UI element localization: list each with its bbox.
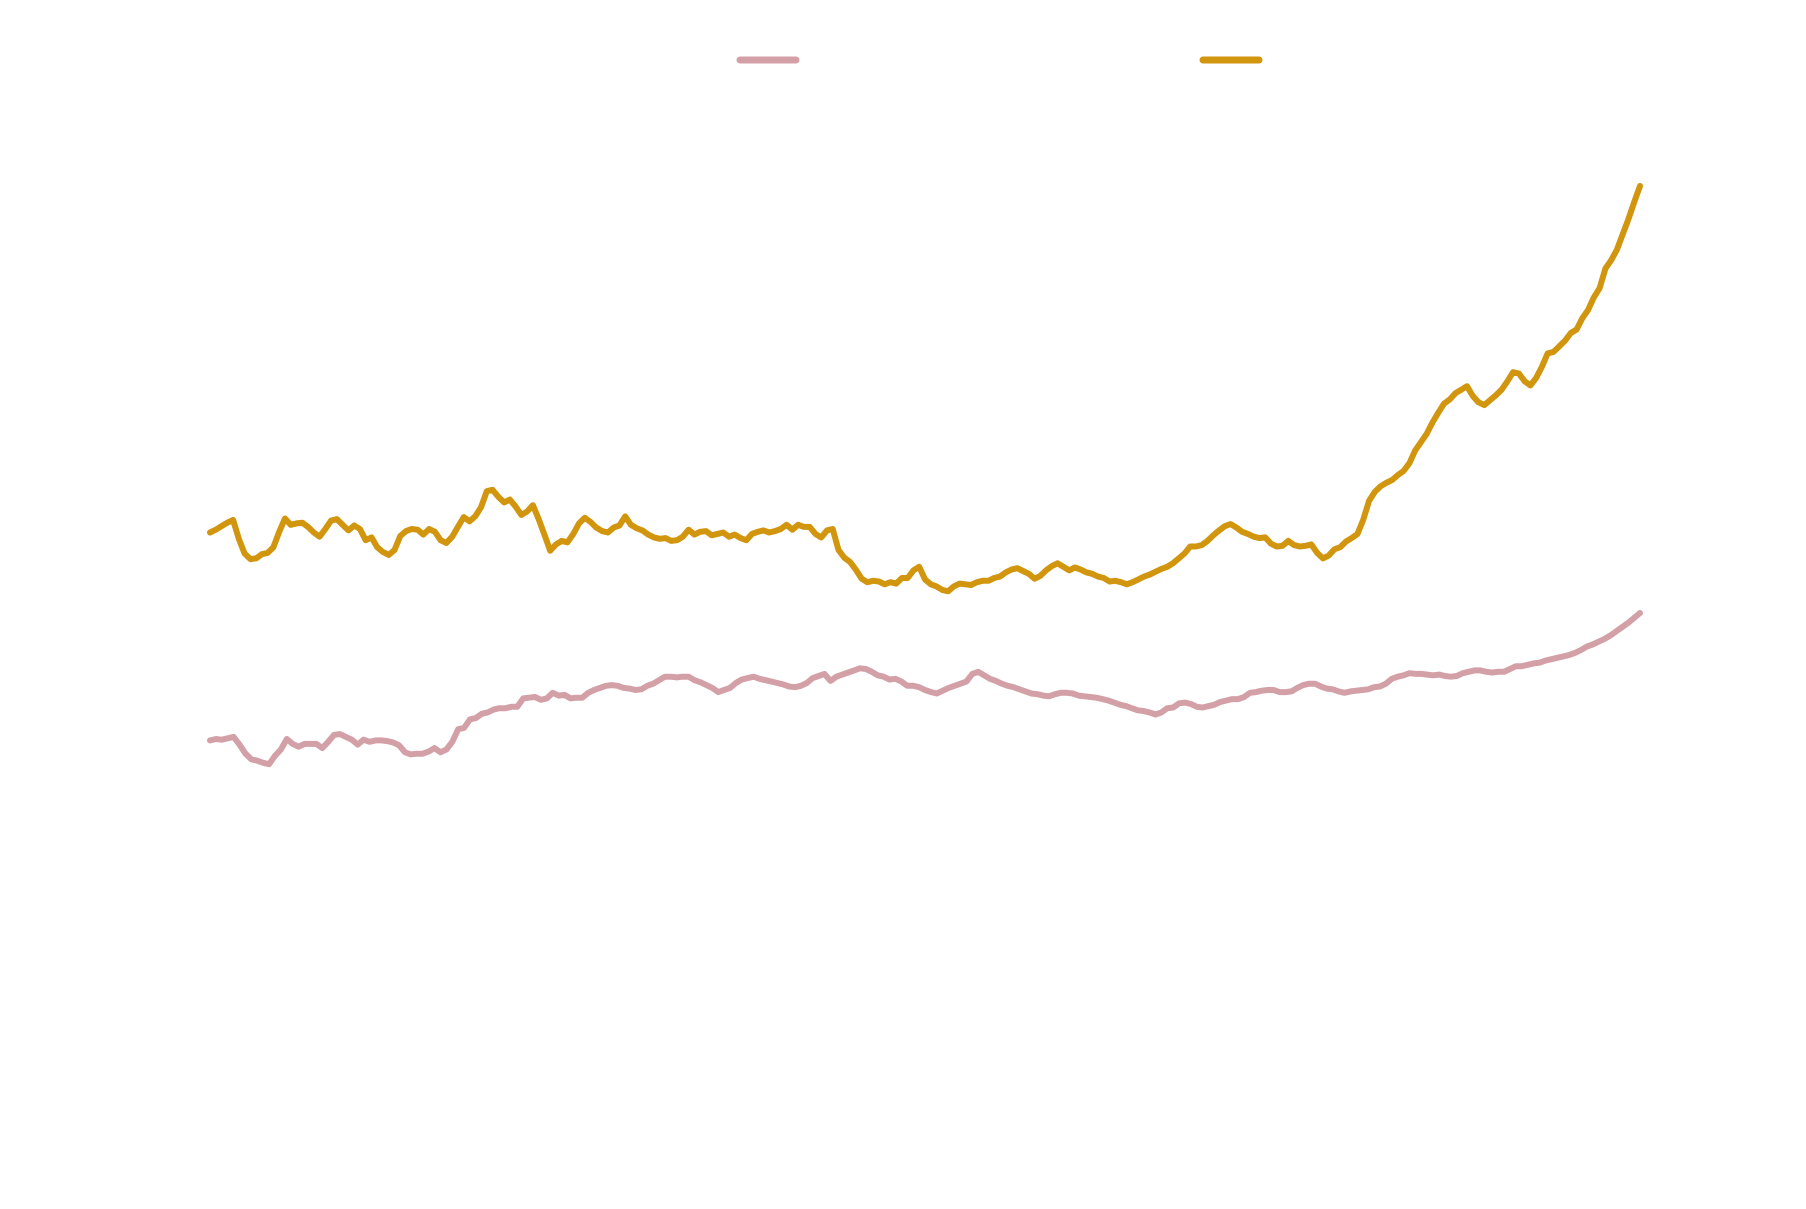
series-line-0: [207, 610, 1643, 768]
plot-area: [207, 183, 1643, 768]
series-line-1: [207, 183, 1643, 595]
